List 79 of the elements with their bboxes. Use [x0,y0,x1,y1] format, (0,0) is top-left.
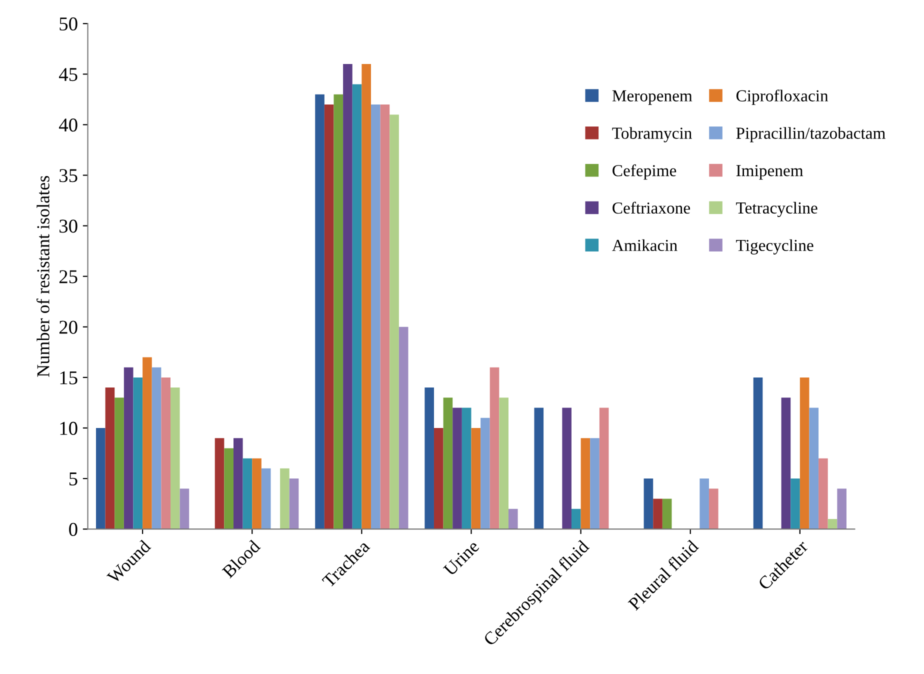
bar [818,458,828,530]
bar [161,377,170,530]
bar [471,428,481,530]
bar [490,367,500,530]
bar [599,408,609,530]
bar [480,418,490,530]
bar [280,468,290,530]
bar [590,438,600,530]
y-tick-label: 40 [58,118,78,132]
y-tick-label: 25 [59,270,78,284]
legend-label: Imipenem [736,165,804,180]
bar [837,488,846,530]
y-tick-label: 20 [59,320,78,334]
bar [424,388,434,530]
bar [398,326,408,530]
bar [334,94,344,530]
legend-label: Tigecycline [736,239,814,254]
bar [315,94,324,530]
bar [562,408,572,530]
bar [781,398,791,530]
bar [289,478,299,530]
bar [443,398,453,530]
bar [343,64,352,530]
bar [753,377,763,530]
bar [708,488,718,530]
legend-label: Meropenem [612,90,692,105]
y-tick-label: 50 [60,17,78,31]
bar [133,377,143,530]
bar [370,104,380,530]
legend-label: Tobramycin [612,127,692,142]
bar [653,498,662,530]
bar [96,428,106,530]
bar [790,478,800,530]
y-tick-label: 5 [69,472,78,486]
bar [142,357,152,530]
bar [170,388,180,530]
bar [571,508,581,530]
bar [105,388,115,530]
y-tick-label: 45 [58,68,78,82]
bar [828,518,838,530]
bar [809,408,819,530]
legend-label: Tetracycline [736,202,818,218]
bar [362,64,371,530]
bar [800,377,810,530]
legend-label: Pipracillin/tazobactam [736,127,886,142]
bar [580,438,590,530]
y-axis-title: Number of resistant isolates [36,176,50,377]
bar [452,408,462,530]
bar [434,428,444,530]
y-tick-label: 35 [60,169,78,182]
y-tick-label: 15 [60,371,78,384]
bar [508,508,518,530]
bar [644,478,654,530]
legend-label: Cefepime [612,164,676,180]
y-tick-label: 30 [60,220,78,233]
legend-label: Amikacin [612,239,678,252]
bar [390,114,399,530]
legend-label: Ceftriaxone [612,202,690,214]
bar [352,84,362,530]
bar [662,498,672,530]
bar [242,458,252,530]
bar [252,458,262,530]
bar [214,438,224,530]
bar [380,104,390,530]
bar [180,488,190,530]
bar [261,468,271,530]
bar [462,408,472,530]
bar [324,104,334,530]
y-tick-label: 10 [60,422,78,435]
legend-label: Ciprofloxacin [736,90,828,105]
bar [499,398,508,530]
bar [114,398,124,530]
bar [534,408,544,530]
bar [700,478,709,530]
bar [233,438,243,530]
y-tick-label: 0 [69,522,78,536]
bar [124,367,134,530]
bar [224,448,234,530]
bar [152,367,162,530]
